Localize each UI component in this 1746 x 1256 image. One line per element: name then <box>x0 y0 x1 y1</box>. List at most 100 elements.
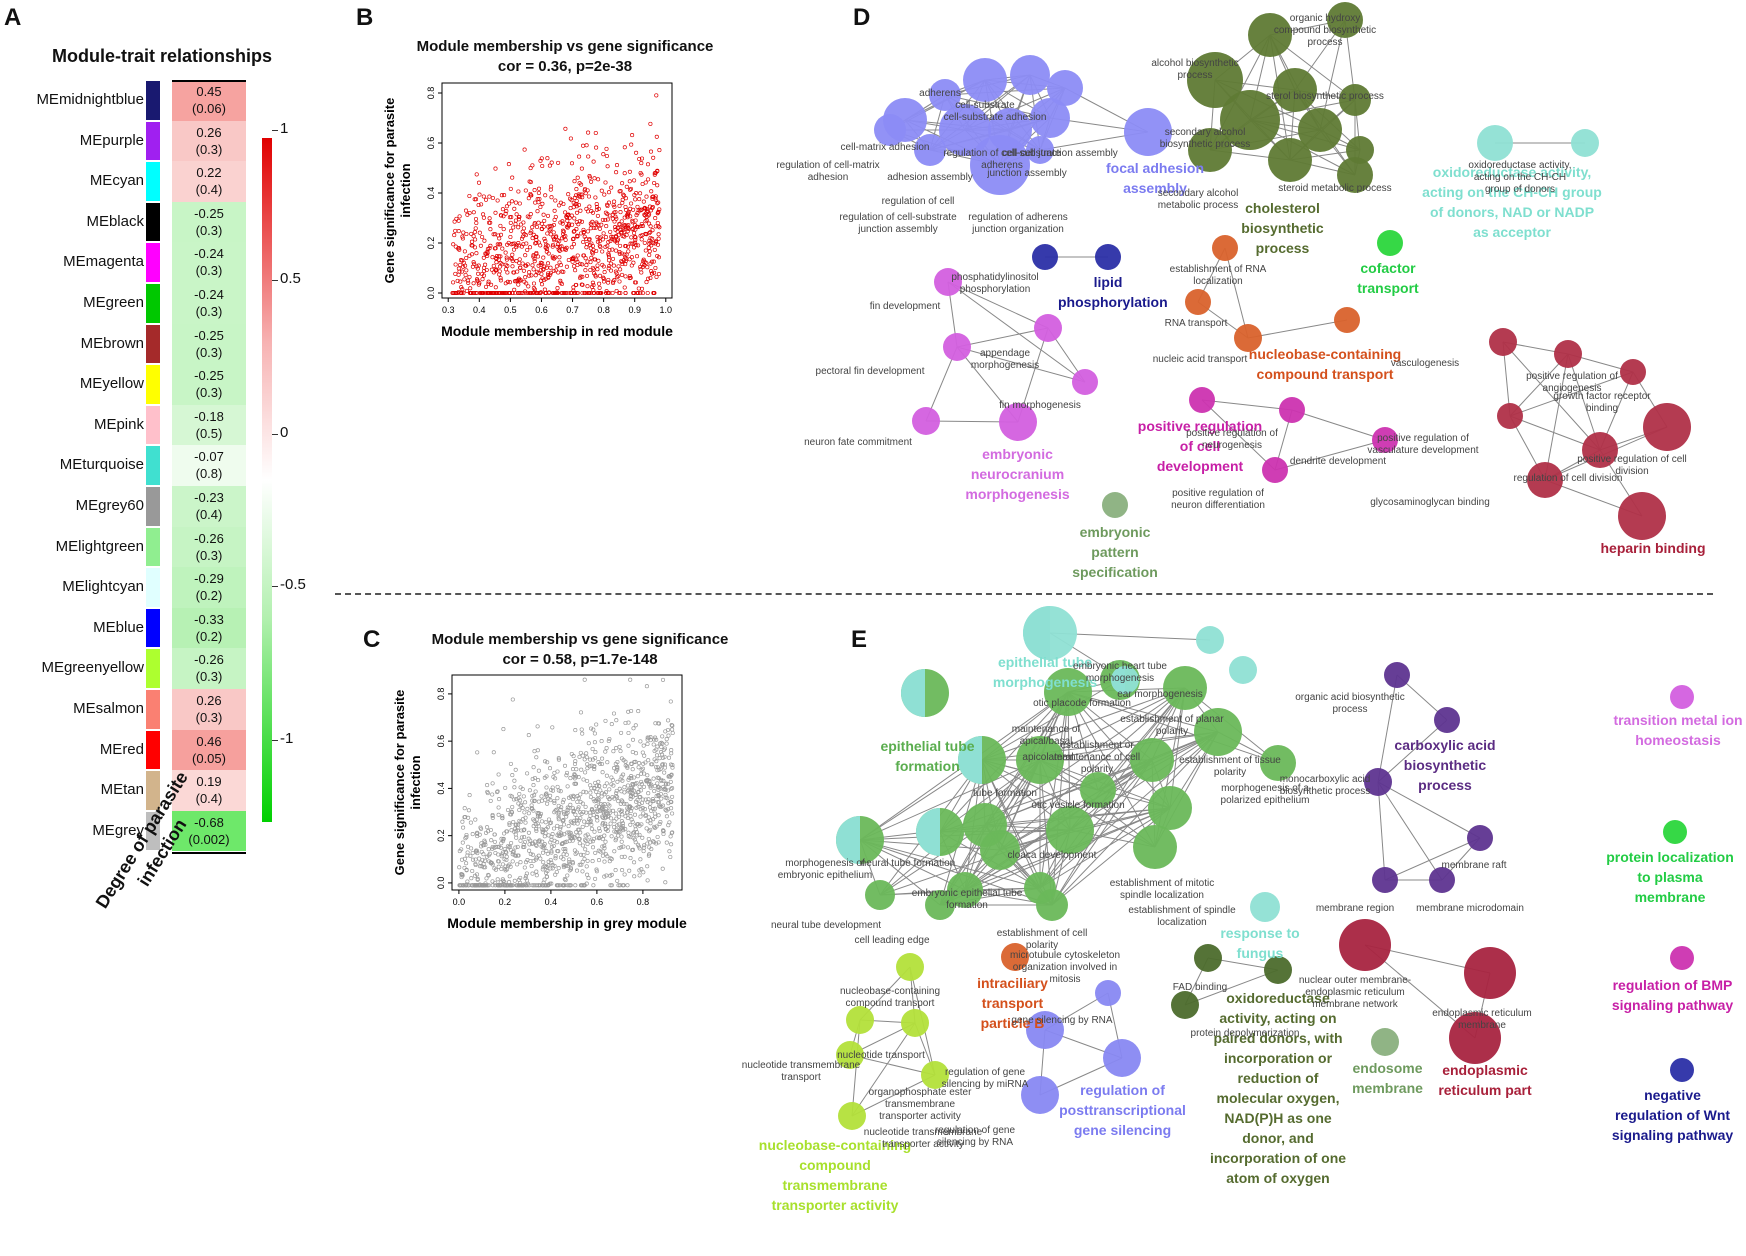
scatter-point <box>584 273 590 278</box>
term-transition-metal: transition metal ion homeostasis <box>1613 712 1743 748</box>
scatter-point <box>546 817 552 822</box>
scatter-point <box>619 789 624 794</box>
scatter-point <box>594 789 599 794</box>
network-node <box>1189 387 1215 413</box>
scatter-point <box>621 223 626 228</box>
scatter-point <box>494 267 499 272</box>
scatter-point <box>510 773 515 778</box>
scatter-point <box>572 264 577 269</box>
network-node-label: adhesion assembly <box>887 172 973 183</box>
scatter-point <box>634 243 639 248</box>
scatter-point <box>566 290 571 296</box>
scatter-point <box>628 856 633 861</box>
scatter-point <box>577 218 582 224</box>
network-edge <box>1377 719 1448 783</box>
scatter-point <box>516 883 521 888</box>
scatter-point <box>560 221 565 226</box>
term-nucleobase-transport: nucleobase-containing compound transport <box>1248 346 1402 382</box>
heatmap-cell-correlation: -0.68 <box>194 814 224 830</box>
scatter-point <box>546 796 551 801</box>
scatter-point <box>660 762 665 767</box>
scatter-point <box>552 770 557 775</box>
scatter-point <box>480 857 485 862</box>
scatter-point <box>473 197 479 202</box>
scatter-point <box>634 150 639 155</box>
scatter-point <box>660 762 665 767</box>
scatter-point <box>563 237 568 242</box>
scatter-point <box>626 830 631 835</box>
scatter-point <box>536 186 542 191</box>
network-node <box>838 1102 866 1130</box>
scatter-point <box>523 874 529 879</box>
scatter-point <box>573 759 578 764</box>
scatter-point <box>523 800 528 805</box>
scatter-point <box>591 797 596 802</box>
scatter-point <box>636 709 641 714</box>
network-edge <box>1201 399 1276 471</box>
scatter-point <box>476 263 481 268</box>
scatter-point <box>606 738 611 744</box>
network-node-label: cell-substrate <box>955 100 1015 111</box>
scatter-point <box>591 727 596 732</box>
scatter-point <box>633 723 638 728</box>
scatter-point <box>496 864 501 869</box>
scatter-point <box>483 197 489 202</box>
scatter-point <box>622 145 627 150</box>
scatter-point <box>627 187 633 192</box>
scatter-point <box>475 750 480 755</box>
scatter-point <box>580 883 585 888</box>
network-node <box>1026 1011 1064 1049</box>
network-node-label: dendrite development <box>1289 456 1387 467</box>
scatter-point <box>619 854 624 859</box>
scatter-point <box>502 193 507 198</box>
network-edge <box>1509 353 1569 417</box>
heatmap-cell-pvalue: (0.3) <box>195 304 223 319</box>
scatter-point <box>552 290 557 296</box>
scatter-point <box>460 883 465 888</box>
scatter-point <box>603 826 608 831</box>
scatter-point <box>668 774 673 779</box>
scatter-point <box>612 219 617 224</box>
scatter-point <box>531 883 536 888</box>
scatter-point <box>656 271 661 277</box>
scatter-point <box>657 148 662 153</box>
heatmap-row-label: MEblue <box>93 618 144 636</box>
scatter-point <box>518 290 523 296</box>
heatmap-row: MEcyan 0.22 (0.4) <box>0 161 246 202</box>
scatter-point <box>653 241 658 246</box>
scatter-point <box>486 279 491 284</box>
scatter-point <box>492 832 497 837</box>
network-node <box>1171 991 1199 1019</box>
term-neurocranium: embryonic neurocranium morphogenesis <box>965 446 1070 502</box>
scatter-point <box>591 883 596 888</box>
network-edge <box>851 1019 861 1117</box>
scatter-point <box>614 216 619 221</box>
scatter-point <box>470 857 476 862</box>
scatter-point <box>639 270 644 275</box>
scatter-point <box>628 822 633 827</box>
scatter-point <box>490 879 495 884</box>
scatter-point <box>512 206 517 211</box>
scatter-point <box>629 201 634 206</box>
split-node-half <box>1023 606 1050 660</box>
scatter-point <box>522 810 527 815</box>
scatter-point <box>639 237 644 242</box>
scatter-point <box>644 826 649 831</box>
scatter-point <box>617 845 622 851</box>
scatter-point <box>603 180 608 185</box>
scatter-point <box>462 277 467 282</box>
scatter-point <box>589 726 594 731</box>
scatter-point <box>496 812 501 817</box>
scatter-point <box>558 263 563 268</box>
scatter-point <box>615 878 620 883</box>
scatter-point <box>585 778 590 784</box>
scatter-point <box>603 244 608 249</box>
network-node <box>1554 340 1582 368</box>
heatmap-cell: 0.19 (0.4) <box>172 770 246 811</box>
scatter-point <box>668 834 673 839</box>
scatter-point <box>483 840 488 845</box>
network-node-label: membrane region <box>1315 903 1395 914</box>
scatter-point <box>628 794 633 799</box>
network-edge <box>984 687 1186 826</box>
scatter-point <box>623 763 628 768</box>
